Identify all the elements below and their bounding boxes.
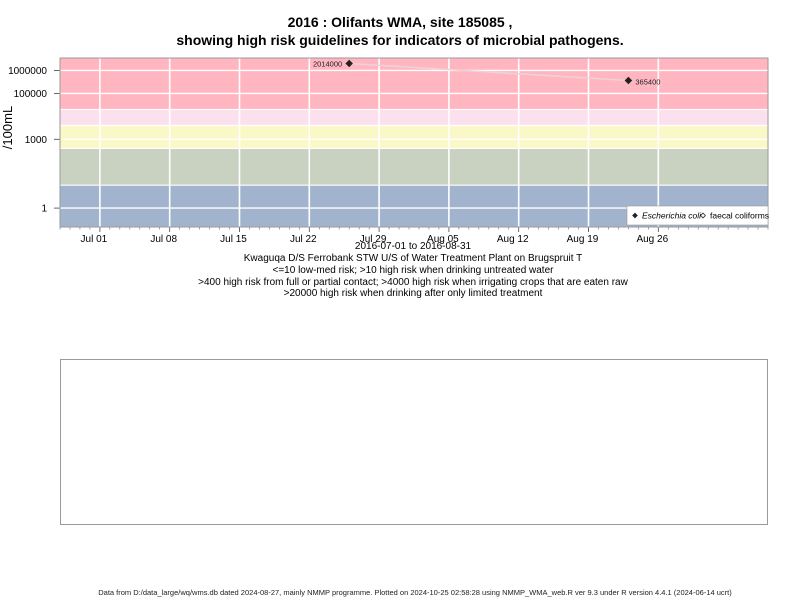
data-point-escherichia-coli-2016-07-26 [345, 59, 353, 68]
x-tick-label-2016-08-19: Aug 19 [567, 234, 599, 245]
series-line-escherichia-coli [349, 62, 629, 82]
guideline-line-3: >20000 high risk when drinking after onl… [283, 288, 543, 299]
data-label-2016-08-23: 365400 [635, 78, 660, 87]
legend-marker-faecal-coliforms [700, 212, 706, 219]
legend: Escherichia coli faecal coliforms [626, 205, 769, 226]
y-tick-label-1000: 1000 [25, 135, 48, 146]
x-tick-label-2016-07-01: Jul 01 [81, 234, 108, 245]
y-tick-label-1000000: 1000000 [8, 66, 47, 77]
guideline-band-5 [60, 58, 768, 110]
guideline-line-1: <=10 low-med risk; >10 high risk when dr… [272, 265, 554, 276]
x-tick-label-2016-07-29: Jul 29 [360, 234, 387, 245]
legend-marker-escherichia-coli [632, 212, 638, 219]
data-point-escherichia-coli-2016-08-23 [624, 76, 633, 85]
legend-box [626, 205, 769, 226]
data-label-2016-07-26: 2014000 [313, 60, 342, 69]
chart-title-line1: 2016 : Olifants WMA, site 185085 , [287, 14, 513, 30]
data-series: 2014000 365400 [313, 60, 660, 87]
y-tick-label-100000: 100000 [14, 89, 48, 100]
y-tick-label-1: 1 [41, 204, 47, 215]
guideline-bands [60, 58, 768, 227]
guideline-line-2: >400 high risk from full or partial cont… [198, 277, 628, 288]
axes: /100mL Jul 01 Jul 08 Jul 15 Jul 22 Jul 29 Aug… [0, 57, 769, 245]
chart-title-line2: showing high risk guidelines for indicat… [176, 32, 624, 48]
x-tick-label-2016-08-05: Aug 05 [427, 234, 459, 245]
x-tick-label-2016-08-12: Aug 12 [497, 234, 529, 245]
date-range: 2016-07-01 to 2016-08-31 [354, 241, 472, 252]
guideline-band-3 [60, 125, 768, 149]
guideline-band-2 [60, 148, 768, 186]
x-tick-label-2016-07-22: Jul 22 [290, 234, 317, 245]
guideline-band-4 [60, 109, 768, 126]
empty-secondary-panel [60, 359, 768, 525]
x-tick-label-2016-07-08: Jul 08 [150, 234, 177, 245]
site-description: Kwaguqa D/S Ferrobank STW U/S of Water T… [243, 253, 583, 264]
footer-note: Data from D:/data_large/wq/wms.db dated … [98, 588, 732, 597]
x-tick-label-2016-07-15: Jul 15 [220, 234, 247, 245]
y-axis-label: /100mL [0, 106, 15, 149]
plot-frame [59, 57, 769, 228]
legend-label-faecal-coliforms: faecal coliforms [710, 211, 769, 221]
x-tick-label-2016-08-26: Aug 26 [636, 234, 668, 245]
legend-label-escherichia-coli: Escherichia coli [642, 211, 702, 221]
